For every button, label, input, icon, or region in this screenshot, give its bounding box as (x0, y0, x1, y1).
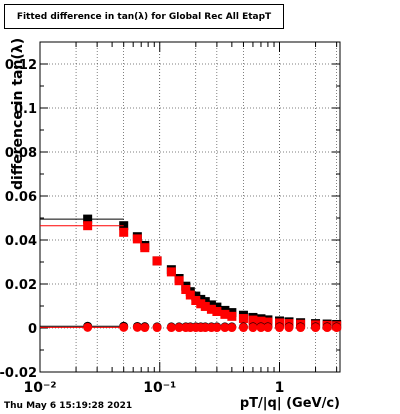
y-axis-label: difference in tan(λ) (10, 37, 26, 190)
x-tick-label: 10⁻¹ (143, 380, 176, 396)
y-tick-label: 0 (28, 322, 37, 337)
data-point-square (200, 301, 210, 311)
data-point-square (132, 234, 142, 244)
y-tick-label: 0.12 (5, 58, 37, 73)
data-point-circle (238, 323, 248, 333)
data-point-circle (166, 323, 176, 333)
data-point-circle (83, 322, 93, 332)
data-point-circle (140, 323, 150, 333)
y-tick-label: 0.08 (5, 146, 37, 161)
data-point-circle (296, 323, 306, 333)
data-point-circle (220, 323, 230, 333)
y-tick-label: -0.02 (0, 366, 37, 381)
data-point-square (119, 221, 129, 231)
data-point-circle (332, 323, 342, 333)
data-point-square (256, 316, 266, 326)
data-point-circle (284, 323, 294, 333)
data-point-square (185, 290, 195, 300)
data-point-circle (322, 323, 332, 333)
data-point-square (196, 299, 206, 309)
data-point-square (119, 227, 129, 237)
data-point-circle (311, 323, 321, 333)
data-point-square (191, 296, 201, 305)
data-point-circle (256, 323, 266, 333)
tick-label-layer: -0.02 0 0.02 0.04 0.06 0.08 0.1 0.12 10⁻² 10⁻¹ 1 (0, 58, 284, 396)
data-point-square (166, 267, 176, 277)
data-point-square (263, 317, 273, 327)
data-point-square (200, 297, 210, 307)
x-tick-label: 1 (275, 380, 285, 396)
timestamp: Thu May 6 15:19:28 2021 (4, 401, 133, 411)
plot-frame (39, 41, 341, 373)
data-point-square (248, 315, 258, 325)
y-tick-label: 0.04 (5, 234, 37, 249)
data-point-circle (152, 323, 162, 333)
data-point-square (140, 243, 150, 253)
data-point-square (83, 221, 93, 231)
data-point-circle (119, 322, 129, 332)
data-point-square (152, 256, 162, 266)
data-point-square (220, 309, 230, 319)
data-point-square (181, 285, 191, 294)
y-tick-label: 0.1 (14, 102, 37, 117)
chart-title: Fitted difference in tan(λ) for Global R… (4, 4, 284, 29)
y-tick-label: 0.02 (5, 278, 37, 293)
data-point-circle (174, 323, 184, 333)
data-point-square (238, 314, 248, 324)
data-point-square (206, 304, 216, 314)
series-layer (40, 214, 342, 333)
data-point-circle (212, 323, 222, 333)
x-axis-label: pT/|q| (GeV/c) (239, 396, 340, 411)
x-tick-label: 10⁻² (23, 380, 56, 396)
data-point-square (83, 214, 93, 224)
data-point-circle (248, 323, 258, 333)
data-point-square (227, 311, 237, 321)
data-point-circle (227, 323, 237, 333)
axis-layer (39, 41, 340, 373)
data-point-circle (132, 322, 142, 332)
data-point-circle (263, 323, 273, 333)
data-point-circle (275, 323, 285, 333)
y-tick-label: 0.06 (5, 190, 37, 205)
data-point-square (212, 307, 222, 316)
data-point-square (174, 276, 184, 286)
